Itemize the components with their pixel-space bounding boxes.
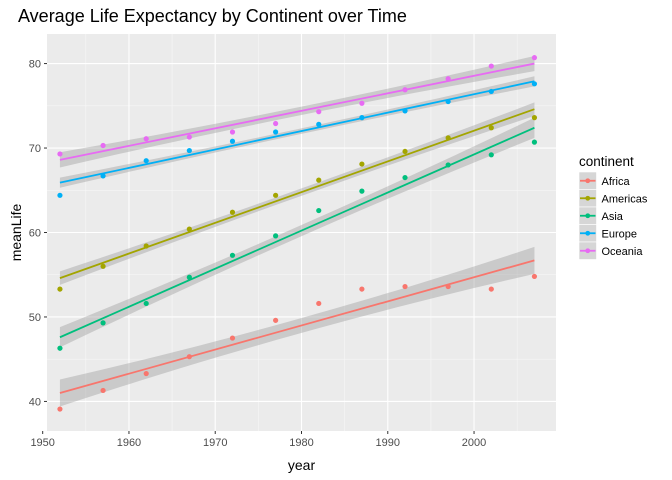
- trend-line-africa: [59, 259, 535, 394]
- data-point-europe: [143, 158, 149, 164]
- trend-line-oceania: [59, 62, 535, 161]
- data-point-oceania: [143, 136, 149, 142]
- data-point-oceania: [273, 120, 279, 127]
- x-axis-title: year: [288, 457, 316, 473]
- data-point-asia: [359, 188, 365, 194]
- legend-label-oceania: Oceania: [602, 246, 644, 258]
- data-point-americas: [531, 115, 538, 121]
- legend-label-europe: Europe: [602, 228, 637, 240]
- data-point-africa: [100, 387, 106, 394]
- data-point-europe: [316, 121, 322, 127]
- data-point-oceania: [316, 109, 322, 115]
- y-tick-label: 80: [29, 59, 41, 71]
- x-tick-label: 1950: [30, 437, 54, 449]
- legend-key-point: [585, 178, 591, 184]
- data-point-europe: [229, 138, 236, 144]
- data-point-asia: [273, 233, 279, 239]
- trend-line-asia: [59, 126, 535, 339]
- data-point-americas: [186, 226, 192, 232]
- data-point-americas: [359, 161, 365, 167]
- data-point-africa: [316, 300, 322, 307]
- data-point-oceania: [531, 55, 538, 61]
- legend-key-point: [585, 195, 591, 201]
- y-tick-label: 50: [29, 312, 41, 324]
- legend-title: continent: [579, 154, 634, 169]
- data-point-americas: [57, 286, 63, 292]
- chart-title: Average Life Expectancy by Continent ove…: [18, 6, 407, 26]
- y-tick-label: 70: [29, 143, 41, 155]
- legend-key-point: [585, 230, 591, 236]
- data-point-europe: [273, 129, 279, 135]
- legend-key-point: [585, 213, 591, 219]
- y-tick-label: 60: [29, 228, 41, 240]
- data-point-asia: [229, 252, 236, 258]
- data-point-africa: [531, 273, 538, 280]
- data-point-americas: [402, 148, 408, 155]
- data-point-africa: [229, 335, 236, 341]
- data-point-asia: [316, 207, 322, 214]
- trend-line-americas: [59, 108, 535, 279]
- data-point-asia: [143, 300, 149, 307]
- data-point-oceania: [186, 134, 192, 140]
- data-point-asia: [57, 345, 63, 351]
- x-tick-label: 2000: [462, 437, 486, 449]
- data-point-americas: [100, 263, 106, 269]
- data-point-oceania: [488, 63, 494, 69]
- x-tick-label: 1970: [203, 437, 227, 449]
- data-point-africa: [57, 406, 63, 412]
- data-point-africa: [143, 370, 149, 377]
- y-tick-label: 40: [29, 396, 41, 408]
- x-tick-label: 1980: [289, 437, 313, 449]
- data-point-africa: [273, 317, 279, 323]
- data-point-africa: [359, 286, 365, 292]
- data-point-europe: [57, 192, 63, 198]
- data-point-asia: [488, 152, 494, 158]
- data-point-africa: [488, 286, 494, 292]
- data-point-americas: [273, 192, 279, 198]
- data-point-americas: [316, 177, 322, 183]
- legend-label-americas: Americas: [602, 193, 648, 205]
- data-point-oceania: [100, 142, 106, 149]
- legend-key-point: [585, 248, 591, 254]
- y-axis-title: meanLife: [8, 203, 24, 261]
- data-point-asia: [402, 174, 408, 181]
- data-point-americas: [488, 125, 494, 131]
- data-point-americas: [229, 209, 236, 215]
- data-point-europe: [186, 147, 192, 154]
- x-tick-label: 1990: [376, 437, 400, 449]
- data-point-oceania: [359, 100, 365, 106]
- data-point-asia: [531, 139, 538, 145]
- data-point-europe: [531, 81, 538, 87]
- x-tick-label: 1960: [117, 437, 141, 449]
- trend-line-europe: [59, 80, 535, 184]
- data-point-asia: [100, 320, 106, 326]
- data-point-oceania: [57, 151, 63, 157]
- data-point-oceania: [229, 129, 236, 135]
- legend-label-africa: Africa: [602, 176, 631, 188]
- data-point-africa: [402, 283, 408, 290]
- legend-label-asia: Asia: [602, 211, 624, 223]
